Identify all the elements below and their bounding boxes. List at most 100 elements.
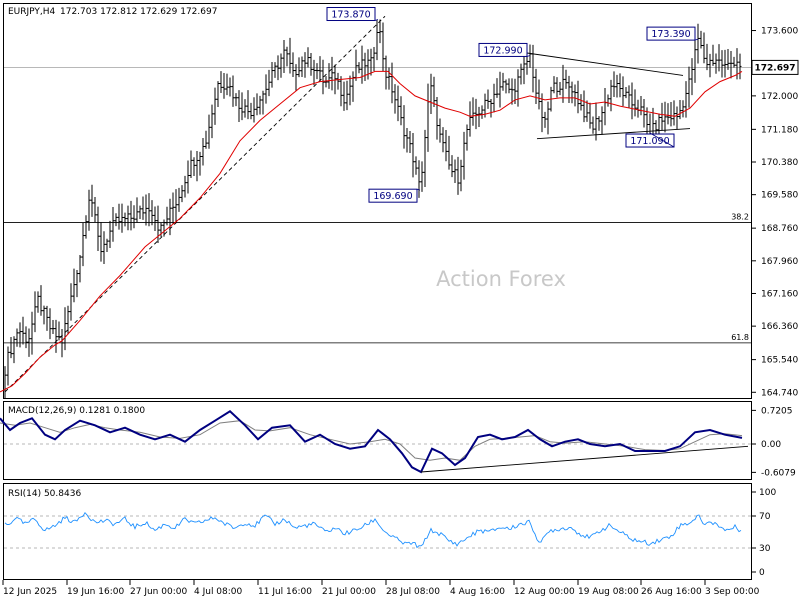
price-bar <box>330 56 334 91</box>
price-bar <box>639 96 643 116</box>
ohlc-label: 172.703 172.812 172.629 172.697 <box>60 7 217 17</box>
price-bar <box>687 66 691 108</box>
price-bar <box>573 84 577 107</box>
price-bar <box>12 336 16 364</box>
price-bar <box>219 71 223 94</box>
macd-tick-label: 0.00 <box>761 440 781 450</box>
price-bar <box>441 127 445 153</box>
rsi-tick-label: 100 <box>759 488 776 498</box>
price-bar <box>561 64 565 103</box>
price-bar <box>492 83 496 113</box>
price-bar <box>66 305 70 335</box>
price-bar <box>381 22 385 72</box>
price-bar <box>225 73 229 96</box>
macd-pane-frame <box>3 401 752 480</box>
price-bar <box>474 98 478 130</box>
rsi-pane-frame <box>3 483 752 580</box>
price-bar <box>357 62 361 74</box>
price-bar <box>33 291 37 333</box>
price-bar <box>21 316 25 345</box>
time-tick-label: 27 Jun 00:00 <box>130 587 187 597</box>
price-bar <box>597 116 601 131</box>
price-bar <box>399 96 403 126</box>
price-bar <box>432 76 436 108</box>
rsi-title: RSI(14) 50.8436 <box>8 489 81 499</box>
price-annotation: 173.390 <box>646 26 699 41</box>
price-bar <box>453 159 457 183</box>
price-bar <box>228 77 232 97</box>
price-bar <box>576 80 580 114</box>
annotation-box <box>478 42 528 57</box>
price-bar <box>666 103 670 125</box>
macd-main-line <box>0 410 743 474</box>
macd-title: MACD(12,26,9) 0.1281 0.1800 <box>8 406 145 416</box>
time-tick-label: 21 Jul 00:00 <box>322 587 376 597</box>
price-bar <box>309 53 313 76</box>
price-bar <box>636 99 640 118</box>
price-bar <box>393 84 397 114</box>
price-bar <box>246 90 250 120</box>
annotation-leader <box>526 55 531 57</box>
price-bar <box>195 151 199 182</box>
price-bar <box>123 212 127 227</box>
price-bar <box>90 184 94 217</box>
price-bar <box>444 129 448 162</box>
price-bar <box>69 283 73 321</box>
price-bar <box>99 222 103 262</box>
price-bar <box>738 53 742 80</box>
annotation-label: 173.870 <box>331 10 370 21</box>
time-tick-label: 3 Sep 00:00 <box>705 587 760 597</box>
price-tick-label: 169.580 <box>761 191 798 201</box>
annotation-label: 169.690 <box>373 191 412 202</box>
price-bar <box>93 197 97 223</box>
price-bar <box>570 81 574 104</box>
price-bar <box>120 203 124 233</box>
price-bar <box>543 111 547 128</box>
price-bar <box>591 116 595 134</box>
annotation-label: 173.390 <box>651 29 690 40</box>
price-bar <box>417 160 421 198</box>
current-price-label: 172.697 <box>755 63 796 73</box>
time-tick-label: 19 Aug 08:00 <box>578 587 639 597</box>
price-bar <box>534 68 538 105</box>
current-price-badge <box>751 59 799 75</box>
time-tick-label: 4 Jul 08:00 <box>194 587 243 597</box>
annotation-leader <box>374 19 379 21</box>
price-bar <box>450 155 454 178</box>
price-bar <box>486 89 490 109</box>
price-annotations: 173.870 169.690 172.990 171.090 173.390 <box>326 7 699 203</box>
price-bar <box>153 206 157 231</box>
price-bar <box>696 23 700 64</box>
price-bar <box>564 69 568 89</box>
price-bar <box>48 308 52 340</box>
price-bar <box>624 87 628 99</box>
price-bar <box>117 203 121 230</box>
price-bar <box>594 102 598 141</box>
rsi-tick-label: 0 <box>759 568 765 578</box>
price-tick-label: 166.360 <box>761 322 798 332</box>
price-bar <box>6 346 10 386</box>
price-bar <box>102 231 106 265</box>
price-bar <box>471 97 475 126</box>
price-bar <box>84 215 88 239</box>
price-bar <box>720 50 724 78</box>
price-bar <box>708 53 712 78</box>
price-bar <box>213 87 217 125</box>
price-bar <box>429 73 433 115</box>
time-tick-label: 12 Aug 00:00 <box>514 587 575 597</box>
price-bar <box>75 269 79 298</box>
price-bar <box>618 73 622 98</box>
price-bar <box>258 95 262 115</box>
price-bar <box>312 59 316 86</box>
price-bar <box>306 47 310 68</box>
price-bar <box>360 45 364 84</box>
price-bar <box>480 105 484 119</box>
price-bar <box>354 49 358 81</box>
price-bar <box>525 55 529 75</box>
time-tick-label: 12 Jun 2025 <box>3 587 57 597</box>
price-bar <box>690 58 694 96</box>
price-bar <box>261 90 265 115</box>
price-tick-label: 168.760 <box>761 224 798 234</box>
price-tick-label: 171.180 <box>761 125 798 135</box>
macd-signal-line <box>0 420 743 461</box>
